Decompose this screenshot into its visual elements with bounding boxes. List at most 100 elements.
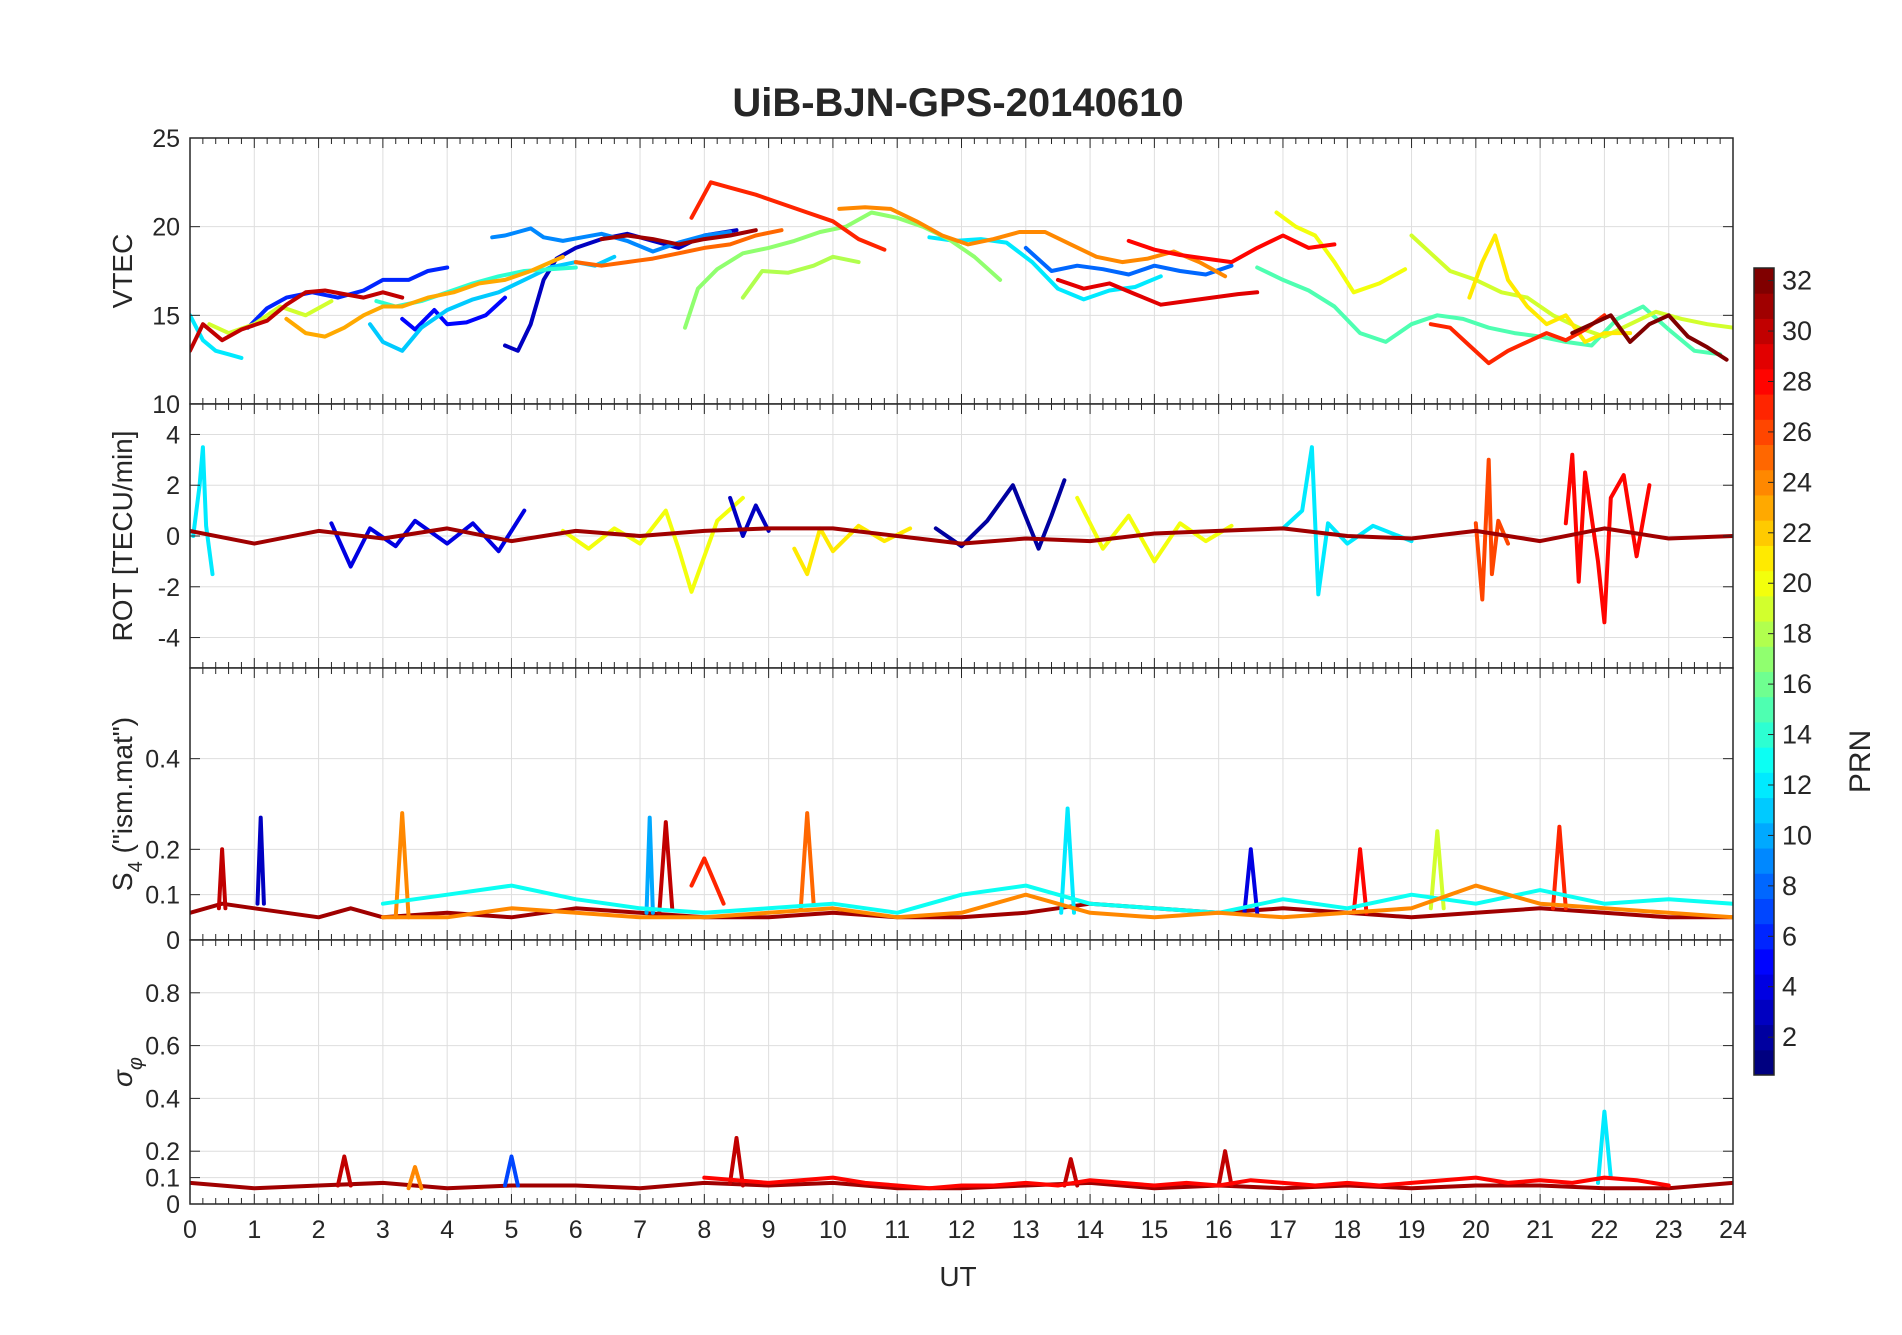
chart-title: UiB-BJN-GPS-20140610 [732, 81, 1183, 125]
y-tick-label: 0.1 [145, 1165, 180, 1193]
y-tick-label: 4 [166, 421, 180, 449]
x-tick-label: 1 [247, 1216, 261, 1244]
series-line-prn-30 [657, 820, 675, 915]
x-tick-label: 14 [1076, 1216, 1104, 1244]
series-line-prn-24 [393, 811, 411, 920]
colorbar-tick-label: 18 [1782, 619, 1812, 649]
x-tick-label: 20 [1462, 1216, 1490, 1244]
series-line-prn-12 [1281, 445, 1414, 597]
series-group [190, 445, 1733, 625]
colorbar-swatch [1754, 268, 1774, 294]
colorbar-swatch [1754, 999, 1774, 1026]
series-line-prn-24 [837, 205, 1228, 279]
x-tick-label: 19 [1398, 1216, 1426, 1244]
colorbar-label: PRN [1844, 730, 1877, 793]
series-line-prn-4 [1242, 847, 1260, 915]
series-line-prn-19 [207, 299, 334, 336]
colorbar-swatch [1754, 848, 1774, 874]
series-line-prn-30 [1062, 1157, 1080, 1188]
colorbar-tick-label: 2 [1782, 1022, 1797, 1052]
x-axis-label: UT [939, 1261, 976, 1292]
colorbar-swatch [1754, 343, 1774, 370]
colorbar-swatch [1754, 494, 1774, 521]
colorbar-swatch [1754, 974, 1774, 1000]
colorbar-swatch [1754, 1024, 1774, 1051]
colorbar-swatch [1754, 923, 1774, 950]
x-tick-label: 23 [1655, 1216, 1683, 1244]
colorbar-swatch [1754, 545, 1774, 572]
series-line-prn-12 [1596, 1109, 1613, 1185]
series-group [190, 806, 1733, 920]
series-line-prn-18 [740, 254, 861, 300]
colorbar-swatch [1754, 520, 1774, 546]
colorbar-tick-label: 10 [1782, 820, 1812, 850]
colorbar-tick-label: 22 [1782, 518, 1812, 548]
series-line-prn-12 [1059, 806, 1076, 915]
series-line-prn-21 [1467, 233, 1633, 344]
series-line-prn-24 [406, 1165, 424, 1191]
colorbar-tick-label: 8 [1782, 871, 1797, 901]
series-line-prn-3 [728, 495, 771, 538]
x-tick-label: 13 [1012, 1216, 1040, 1244]
colorbar-swatch [1754, 772, 1774, 799]
series-line-prn-30 [1216, 1149, 1234, 1188]
series-group [190, 180, 1733, 366]
colorbar-swatch [1754, 671, 1774, 698]
series-line-prn-8 [1023, 245, 1234, 277]
series-line-prn-4 [329, 508, 527, 569]
y-tick-label: 15 [152, 302, 180, 330]
series-line-prn-7 [503, 1154, 520, 1188]
x-tick-label: 6 [569, 1216, 583, 1244]
series-line-prn-21 [792, 523, 913, 577]
colorbar-swatch [1754, 898, 1774, 925]
x-tick-label: 9 [762, 1216, 776, 1244]
colorbar-swatch [1754, 293, 1774, 319]
colorbar-swatch [1754, 696, 1774, 723]
series-line-prn-13 [380, 883, 1733, 915]
x-tick-label: 5 [505, 1216, 519, 1244]
y-tick-label: 0.4 [145, 1085, 180, 1113]
y-tick-label: 0.4 [145, 746, 180, 774]
series-line-prn-20 [560, 495, 745, 594]
series-line-prn-23 [284, 254, 565, 339]
series-line-prn-27 [689, 180, 887, 252]
x-tick-label: 22 [1591, 1216, 1619, 1244]
x-tick-label: 2 [312, 1216, 326, 1244]
series-line-prn-26 [1473, 457, 1510, 602]
colorbar-tick-label: 4 [1782, 972, 1797, 1002]
series-line-prn-30 [216, 847, 228, 911]
y-axis-label-sigphi: σφ [107, 1057, 147, 1087]
y-tick-label: 20 [152, 214, 180, 242]
series-line-prn-27 [1551, 824, 1568, 911]
x-tick-label: 16 [1205, 1216, 1233, 1244]
colorbar-swatch [1754, 368, 1774, 395]
colorbar-swatch [1754, 646, 1774, 672]
y-axis-label-s4: S4 ("ism.mat") [107, 717, 147, 891]
series-line-prn-32 [1570, 313, 1729, 362]
colorbar-tick-label: 26 [1782, 417, 1812, 447]
colorbar-swatch [1754, 419, 1774, 446]
y-tick-label: 0 [166, 1191, 180, 1219]
y-tick-label: 0 [166, 927, 180, 955]
series-line-prn-28 [1126, 233, 1337, 265]
series-line-prn-5 [400, 295, 507, 332]
series-line-prn-28 [702, 1175, 1671, 1191]
colorbar-swatch [1754, 797, 1774, 824]
colorbar-swatch [1754, 822, 1774, 849]
series-line-prn-30 [335, 1154, 353, 1188]
colorbar-swatch [1754, 621, 1774, 647]
series-line-prn-3 [503, 228, 739, 353]
colorbar-swatch [1754, 394, 1774, 420]
x-tick-label: 8 [697, 1216, 711, 1244]
series-line-prn-29 [1055, 277, 1260, 307]
series-line-prn-28 [1351, 847, 1369, 915]
series-line-prn-12 [191, 445, 215, 577]
x-tick-label: 24 [1719, 1216, 1747, 1244]
x-tick-label: 21 [1526, 1216, 1554, 1244]
x-tick-label: 12 [948, 1216, 976, 1244]
series-line-prn-31 [190, 526, 1733, 546]
y-tick-label: 0.8 [145, 980, 180, 1008]
